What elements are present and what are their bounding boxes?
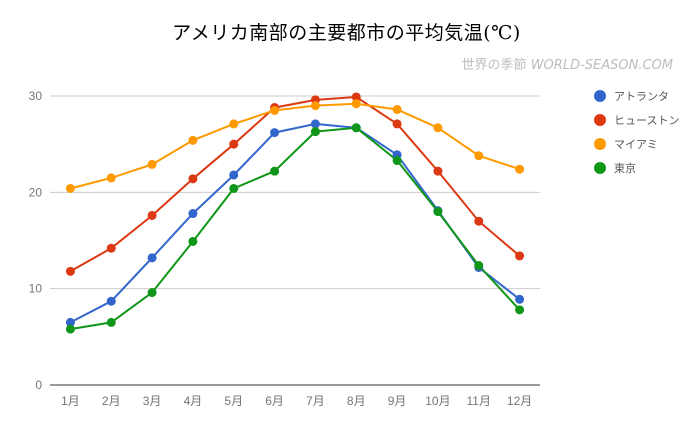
- data-point[interactable]: [147, 288, 157, 298]
- legend-label: アトランタ: [614, 90, 669, 103]
- data-point[interactable]: [106, 296, 116, 306]
- data-point[interactable]: [106, 317, 116, 327]
- data-point[interactable]: [474, 216, 484, 226]
- legend-label: ヒューストン: [614, 114, 679, 127]
- data-point[interactable]: [65, 324, 75, 334]
- data-point[interactable]: [188, 135, 198, 145]
- series-line-3: [70, 126, 521, 331]
- data-point[interactable]: [392, 119, 402, 129]
- data-point[interactable]: [433, 166, 443, 176]
- legend-marker: [594, 162, 606, 174]
- data-point[interactable]: [147, 210, 157, 220]
- y-tick-label: 20: [29, 185, 43, 199]
- data-point[interactable]: [106, 243, 116, 253]
- legend-item[interactable]: マイアミ: [594, 138, 658, 151]
- data-point[interactable]: [229, 170, 239, 180]
- series-lines: [69, 95, 521, 331]
- watermark-jp: 世界の季節: [461, 58, 527, 73]
- data-point[interactable]: [310, 101, 320, 111]
- x-tick-label: 10月: [425, 394, 450, 408]
- data-point[interactable]: [433, 207, 443, 217]
- data-point[interactable]: [351, 123, 361, 133]
- data-point[interactable]: [474, 261, 484, 271]
- data-point[interactable]: [515, 294, 525, 304]
- data-point[interactable]: [392, 156, 402, 166]
- data-point[interactable]: [310, 127, 320, 137]
- data-point[interactable]: [188, 236, 198, 246]
- x-tick-label: 11月: [467, 394, 491, 408]
- data-point[interactable]: [65, 317, 75, 327]
- x-axis-ticks: 1月 2月 3月 4月 5月 6月 7月 8月 9月 10月 11月 12月: [61, 394, 532, 408]
- data-point[interactable]: [188, 209, 198, 219]
- x-tick-label: 9月: [388, 394, 407, 408]
- legend-label: 東京: [614, 161, 636, 175]
- legend-marker: [594, 138, 606, 150]
- data-point[interactable]: [515, 251, 525, 261]
- x-tick-label: 4月: [184, 394, 203, 408]
- data-point[interactable]: [515, 164, 525, 174]
- x-tick-label: 8月: [347, 394, 366, 408]
- x-tick-label: 3月: [143, 394, 162, 408]
- data-point[interactable]: [351, 92, 361, 102]
- x-tick-label: 12月: [507, 394, 532, 408]
- data-point[interactable]: [147, 253, 157, 263]
- series-line-1: [69, 95, 521, 273]
- data-point[interactable]: [433, 123, 443, 133]
- data-point[interactable]: [106, 173, 116, 183]
- data-point[interactable]: [65, 183, 75, 193]
- data-point[interactable]: [351, 99, 361, 109]
- data-point[interactable]: [310, 119, 320, 129]
- data-point[interactable]: [188, 174, 198, 184]
- data-point[interactable]: [515, 305, 525, 315]
- gridlines: [50, 95, 540, 386]
- y-tick-label: 10: [29, 282, 43, 296]
- x-tick-label: 5月: [224, 394, 243, 408]
- watermark-en: WORLD-SEASON.COM: [530, 58, 673, 73]
- legend-label: マイアミ: [614, 138, 658, 151]
- data-point[interactable]: [229, 139, 239, 149]
- y-tick-label: 30: [29, 89, 43, 103]
- x-tick-label: 2月: [102, 394, 121, 408]
- chart-title: アメリカ南部の主要都市の平均気温(℃): [172, 22, 521, 44]
- data-point[interactable]: [147, 159, 157, 169]
- y-axis-ticks: 0 10 20 30: [29, 89, 43, 392]
- data-point[interactable]: [270, 166, 280, 176]
- watermark: 世界の季節 WORLD-SEASON.COM: [462, 54, 673, 73]
- x-tick-label: 1月: [61, 394, 80, 408]
- x-tick-label: 7月: [306, 394, 325, 408]
- y-tick-label: 0: [35, 378, 42, 392]
- series-line-2: [70, 102, 520, 190]
- legend-item[interactable]: 東京: [594, 161, 636, 175]
- legend-item[interactable]: ヒューストン: [594, 114, 679, 127]
- data-point[interactable]: [229, 119, 239, 129]
- series-line-0: [69, 122, 521, 324]
- data-point[interactable]: [474, 151, 484, 161]
- legend-marker: [594, 114, 606, 126]
- data-point[interactable]: [270, 128, 280, 138]
- x-tick-label: 6月: [265, 394, 284, 408]
- legend-marker: [594, 90, 606, 102]
- series-points: [65, 92, 525, 334]
- data-point[interactable]: [65, 266, 75, 276]
- data-point[interactable]: [270, 105, 280, 115]
- data-point[interactable]: [392, 104, 402, 114]
- data-point[interactable]: [229, 183, 239, 193]
- legend-item[interactable]: アトランタ: [594, 90, 669, 103]
